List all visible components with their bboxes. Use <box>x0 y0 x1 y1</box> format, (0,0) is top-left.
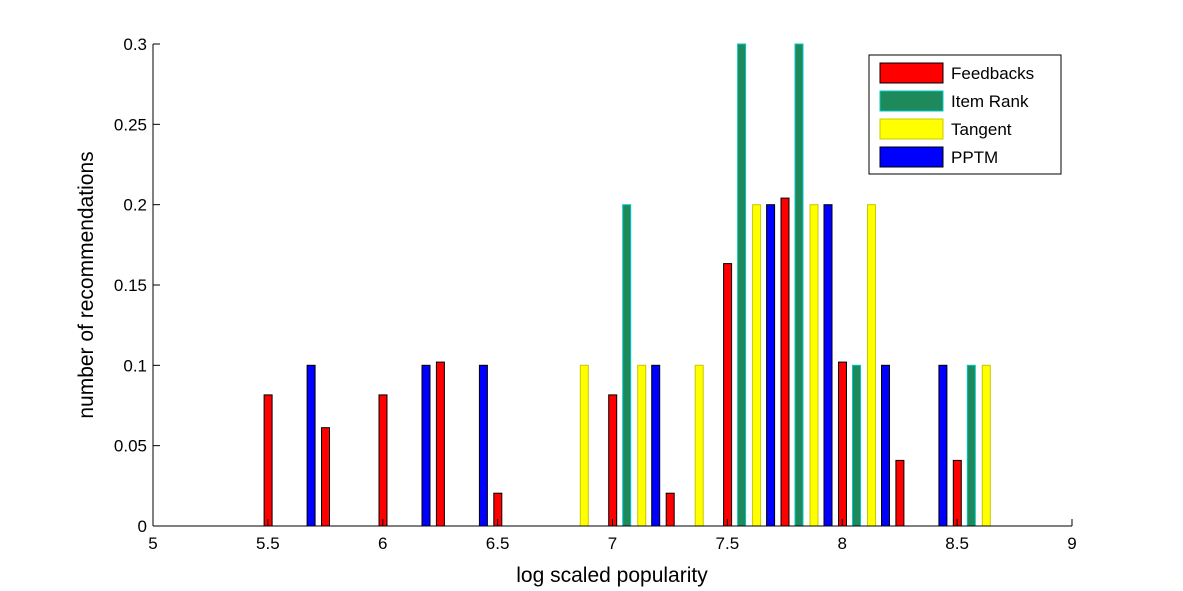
y-tick-label: 0.3 <box>123 35 147 54</box>
bar-feedbacks-3 <box>321 427 330 527</box>
x-tick-label: 6 <box>378 534 387 553</box>
y-axis-label: number of recommendations <box>75 151 98 418</box>
legend-label-pptm: PPTM <box>951 148 998 167</box>
legend-label-feedbacks: Feedbacks <box>951 64 1034 83</box>
legend-swatch-feedbacks <box>879 62 944 84</box>
x-tick-label: 8 <box>838 534 847 553</box>
x-tick-label: 5.5 <box>256 534 280 553</box>
bar-tangent-11 <box>809 204 819 527</box>
bar-feedbacks-13 <box>895 459 905 527</box>
bar-tangent-12 <box>867 204 876 527</box>
bar-feedbacks-14 <box>952 459 962 527</box>
bar-item-rank-12 <box>852 364 861 527</box>
bar-tangent-9 <box>694 364 704 527</box>
x-axis-label: log scaled popularity <box>516 564 708 587</box>
bar-feedbacks-11 <box>780 197 790 527</box>
y-tick-label: 0.2 <box>123 196 147 215</box>
legend-label-item-rank: Item Rank <box>951 92 1029 111</box>
bar-item-rank-14 <box>966 364 976 527</box>
bar-feedbacks-12 <box>838 361 847 527</box>
bar-feedbacks-8 <box>608 394 618 527</box>
bar-pptm-8 <box>651 364 661 527</box>
legend-swatch-tangent <box>879 118 944 140</box>
bar-tangent-10 <box>752 204 762 527</box>
legend-label-tangent: Tangent <box>951 120 1012 139</box>
bar-feedbacks-9 <box>665 492 675 527</box>
bar-pptm-11 <box>823 204 833 527</box>
legend: Feedbacks Item Rank Tangent PPTM <box>868 54 1062 175</box>
y-tick-label: 0.1 <box>123 356 147 375</box>
axes-layer: 5 5.5 6 6.5 7 7.5 8 8.5 9 0 0.05 0.1 0.15 0.2 0.25 0.3 <box>114 35 1077 553</box>
bar-pptm-10 <box>766 204 776 527</box>
legend-swatch-pptm <box>879 146 944 168</box>
y-tick-label: 0.05 <box>114 437 147 456</box>
bar-tangent-8 <box>637 364 647 527</box>
bar-tangent-14 <box>981 364 991 527</box>
bar-feedbacks-10 <box>723 263 733 527</box>
legend-swatch-item-rank <box>879 90 944 112</box>
bar-item-rank-8 <box>622 204 632 527</box>
bar-pptm-5 <box>478 364 488 527</box>
y-tick-label: 0.15 <box>114 276 147 295</box>
y-tick-label: 0.25 <box>114 115 147 134</box>
x-tick-label: 6.5 <box>486 534 510 553</box>
y-tick-label: 0 <box>138 517 147 536</box>
bar-feedbacks-4 <box>378 394 388 527</box>
bar-tangent-7 <box>579 364 589 527</box>
bar-feedbacks-2 <box>263 394 273 527</box>
bar-pptm-2 <box>306 364 316 527</box>
bar-pptm-12 <box>881 364 890 527</box>
bar-feedbacks-5 <box>435 361 445 527</box>
bar-pptm-13 <box>938 364 948 527</box>
x-tick-label: 9 <box>1067 534 1076 553</box>
bar-item-rank-11 <box>794 43 804 527</box>
bar-item-rank-10 <box>737 43 747 527</box>
x-tick-label: 5 <box>148 534 157 553</box>
x-tick-label: 7 <box>608 534 617 553</box>
x-tick-label: 8.5 <box>945 534 969 553</box>
x-tick-label: 7.5 <box>716 534 740 553</box>
bar-pptm-4 <box>421 364 431 527</box>
